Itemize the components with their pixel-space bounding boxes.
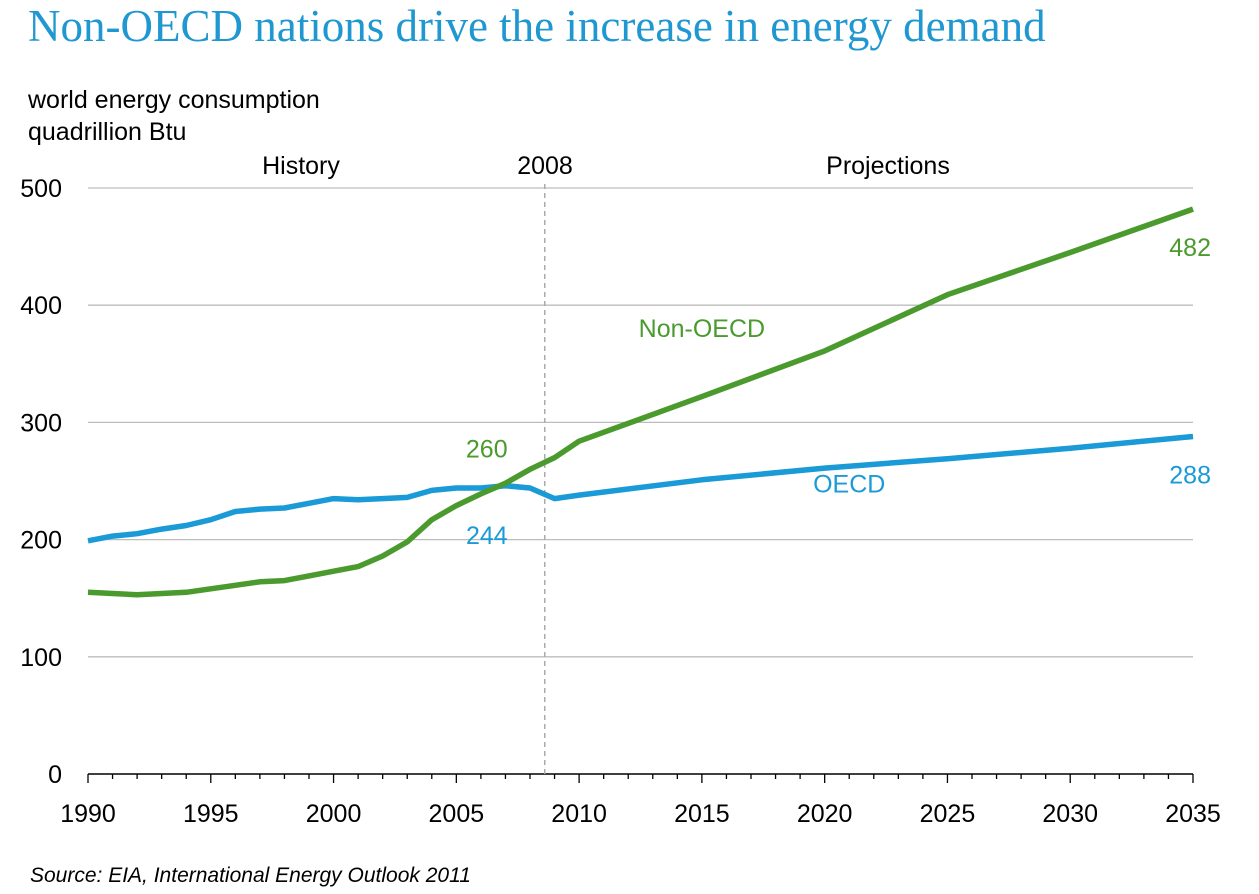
source-note: Source: EIA, International Energy Outloo… [30, 864, 471, 887]
y-tick-label-200: 200 [20, 527, 62, 555]
y-tick-label-500: 500 [20, 175, 62, 203]
annotation-288: 288 [1169, 461, 1211, 489]
x-tick-label-1990: 1990 [60, 800, 116, 828]
chart-labels: History 2008 Projections 260 244 482 288 Non-OE… [262, 152, 1211, 550]
x-tick-label-2005: 2005 [429, 800, 485, 828]
series-line-non-oecd [87, 206, 1194, 598]
annotation-244: 244 [466, 522, 508, 550]
history-label: History [262, 152, 340, 180]
chart-title: Non-OECD nations drive the increase in e… [28, 1, 1046, 51]
y-axis-label-line2: quadrillion Btu [28, 118, 187, 146]
x-tick-label-2000: 2000 [306, 800, 362, 828]
y-axis-label: world energy consumption quadrillion Btu [28, 84, 320, 148]
x-tick-label-2030: 2030 [1042, 800, 1098, 828]
annotation-260: 260 [466, 435, 508, 463]
series-line-oecd [87, 433, 1194, 544]
grid-lines [88, 187, 1193, 658]
axes: 0 100 200 300 400 500 1990 1995 2000 2005 2010 2015… [20, 175, 1221, 828]
x-tick-label-2035: 2035 [1165, 800, 1221, 828]
y-axis-label-line1: world energy consumption [28, 86, 320, 114]
y-tick-label-400: 400 [20, 292, 62, 320]
annotation-non-oecd: Non-OECD [639, 315, 765, 343]
x-tick-label-2015: 2015 [674, 800, 730, 828]
y-tick-label-300: 300 [20, 409, 62, 437]
projections-label: Projections [826, 152, 950, 180]
annotation-oecd: OECD [813, 471, 885, 499]
x-tick-label-1995: 1995 [183, 800, 239, 828]
series-lines [87, 206, 1194, 598]
divider-year-label: 2008 [517, 152, 573, 180]
x-tick-label-2010: 2010 [551, 800, 607, 828]
x-tick-label-2025: 2025 [920, 800, 976, 828]
x-tick-label-2020: 2020 [797, 800, 853, 828]
y-tick-label-100: 100 [20, 644, 62, 672]
annotation-482: 482 [1169, 234, 1211, 262]
y-tick-label-0: 0 [48, 761, 62, 789]
